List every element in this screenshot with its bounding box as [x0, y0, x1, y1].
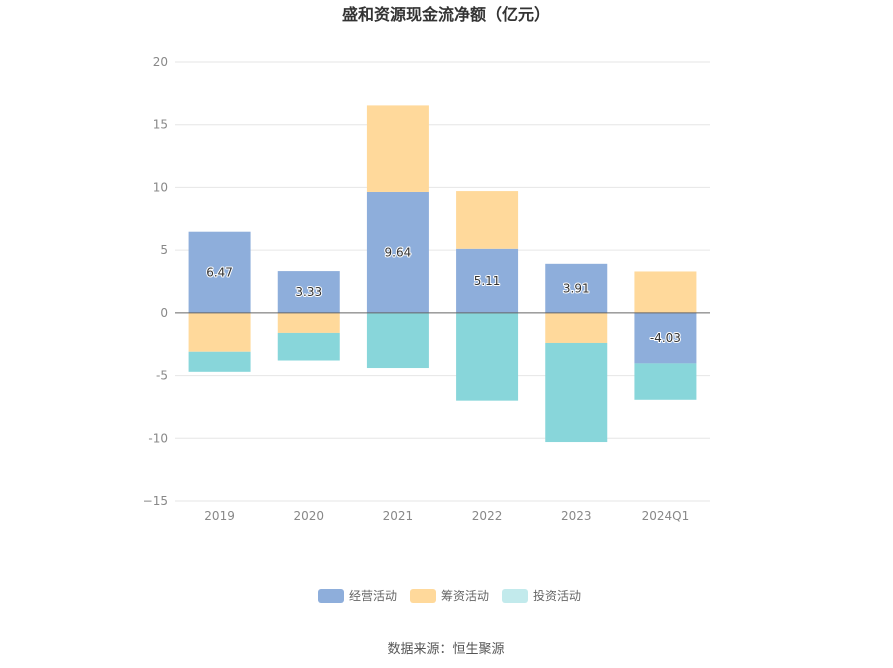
- bar-segment: [188, 231, 251, 313]
- x-tick-label: 2024Q1: [642, 509, 690, 523]
- y-axis: 20 15 10 5 0 -5 -10 −15: [143, 55, 168, 508]
- legend-swatch: [502, 589, 528, 603]
- data-label: 9.64: [385, 245, 412, 259]
- bar-segment: [545, 342, 608, 443]
- bar-segment: [634, 271, 697, 313]
- bar-segment: [277, 271, 340, 313]
- data-label: 5.11: [474, 274, 501, 288]
- bar-segment: [366, 105, 429, 192]
- bar-segment: [545, 263, 608, 313]
- data-label: 6.47: [206, 265, 233, 279]
- x-tick-label: 2022: [472, 509, 503, 523]
- bar-segment: [456, 312, 519, 401]
- x-tick-label: 2021: [383, 509, 414, 523]
- y-tick-label: 15: [153, 118, 168, 132]
- y-tick-label: 0: [160, 306, 168, 320]
- bar-segment: [277, 312, 340, 333]
- chart-title: 盛和资源现金流净额（亿元）: [342, 5, 550, 24]
- bars: [188, 105, 697, 443]
- y-tick-label: 10: [153, 180, 168, 194]
- bar-segment: [456, 191, 519, 249]
- bar-segment: [634, 363, 697, 400]
- legend-label: 筹资活动: [441, 589, 489, 603]
- grid-lines: [175, 61, 710, 502]
- y-tick-label: -10: [148, 431, 168, 445]
- bar-segment: [366, 312, 429, 369]
- x-tick-label: 2019: [204, 509, 235, 523]
- legend-label: 投资活动: [533, 588, 581, 603]
- data-label: 3.33: [295, 285, 322, 299]
- data-label: -4.03: [650, 331, 681, 345]
- bar-segment: [456, 248, 519, 313]
- bar-segment: [277, 332, 340, 361]
- bar-segment: [188, 312, 251, 352]
- source-text: 数据来源：恒生聚源: [387, 642, 504, 657]
- x-axis: 2019 2020 2021 2022 2023 2024Q1: [175, 500, 710, 523]
- y-tick-label: 20: [153, 55, 168, 69]
- legend-label: 经营活动: [349, 589, 397, 603]
- x-tick-label: 2020: [293, 509, 324, 523]
- data-label: 3.91: [563, 281, 590, 295]
- y-tick-label: -5: [156, 369, 168, 383]
- x-tick-label: 2023: [561, 509, 592, 523]
- bar-segment: [188, 351, 251, 372]
- bar-segment: [545, 312, 608, 343]
- legend-swatch: [410, 589, 436, 603]
- legend-swatch: [318, 589, 344, 603]
- y-tick-label: 5: [160, 243, 168, 257]
- bar-segment: [634, 312, 697, 364]
- legend: 经营活动 筹资活动 投资活动: [318, 588, 581, 603]
- bar-segment: [366, 191, 429, 313]
- data-labels: 6.47 3.33 9.64 5.11 3.91 -4.03: [205, 244, 682, 346]
- y-tick-label: −15: [143, 494, 168, 508]
